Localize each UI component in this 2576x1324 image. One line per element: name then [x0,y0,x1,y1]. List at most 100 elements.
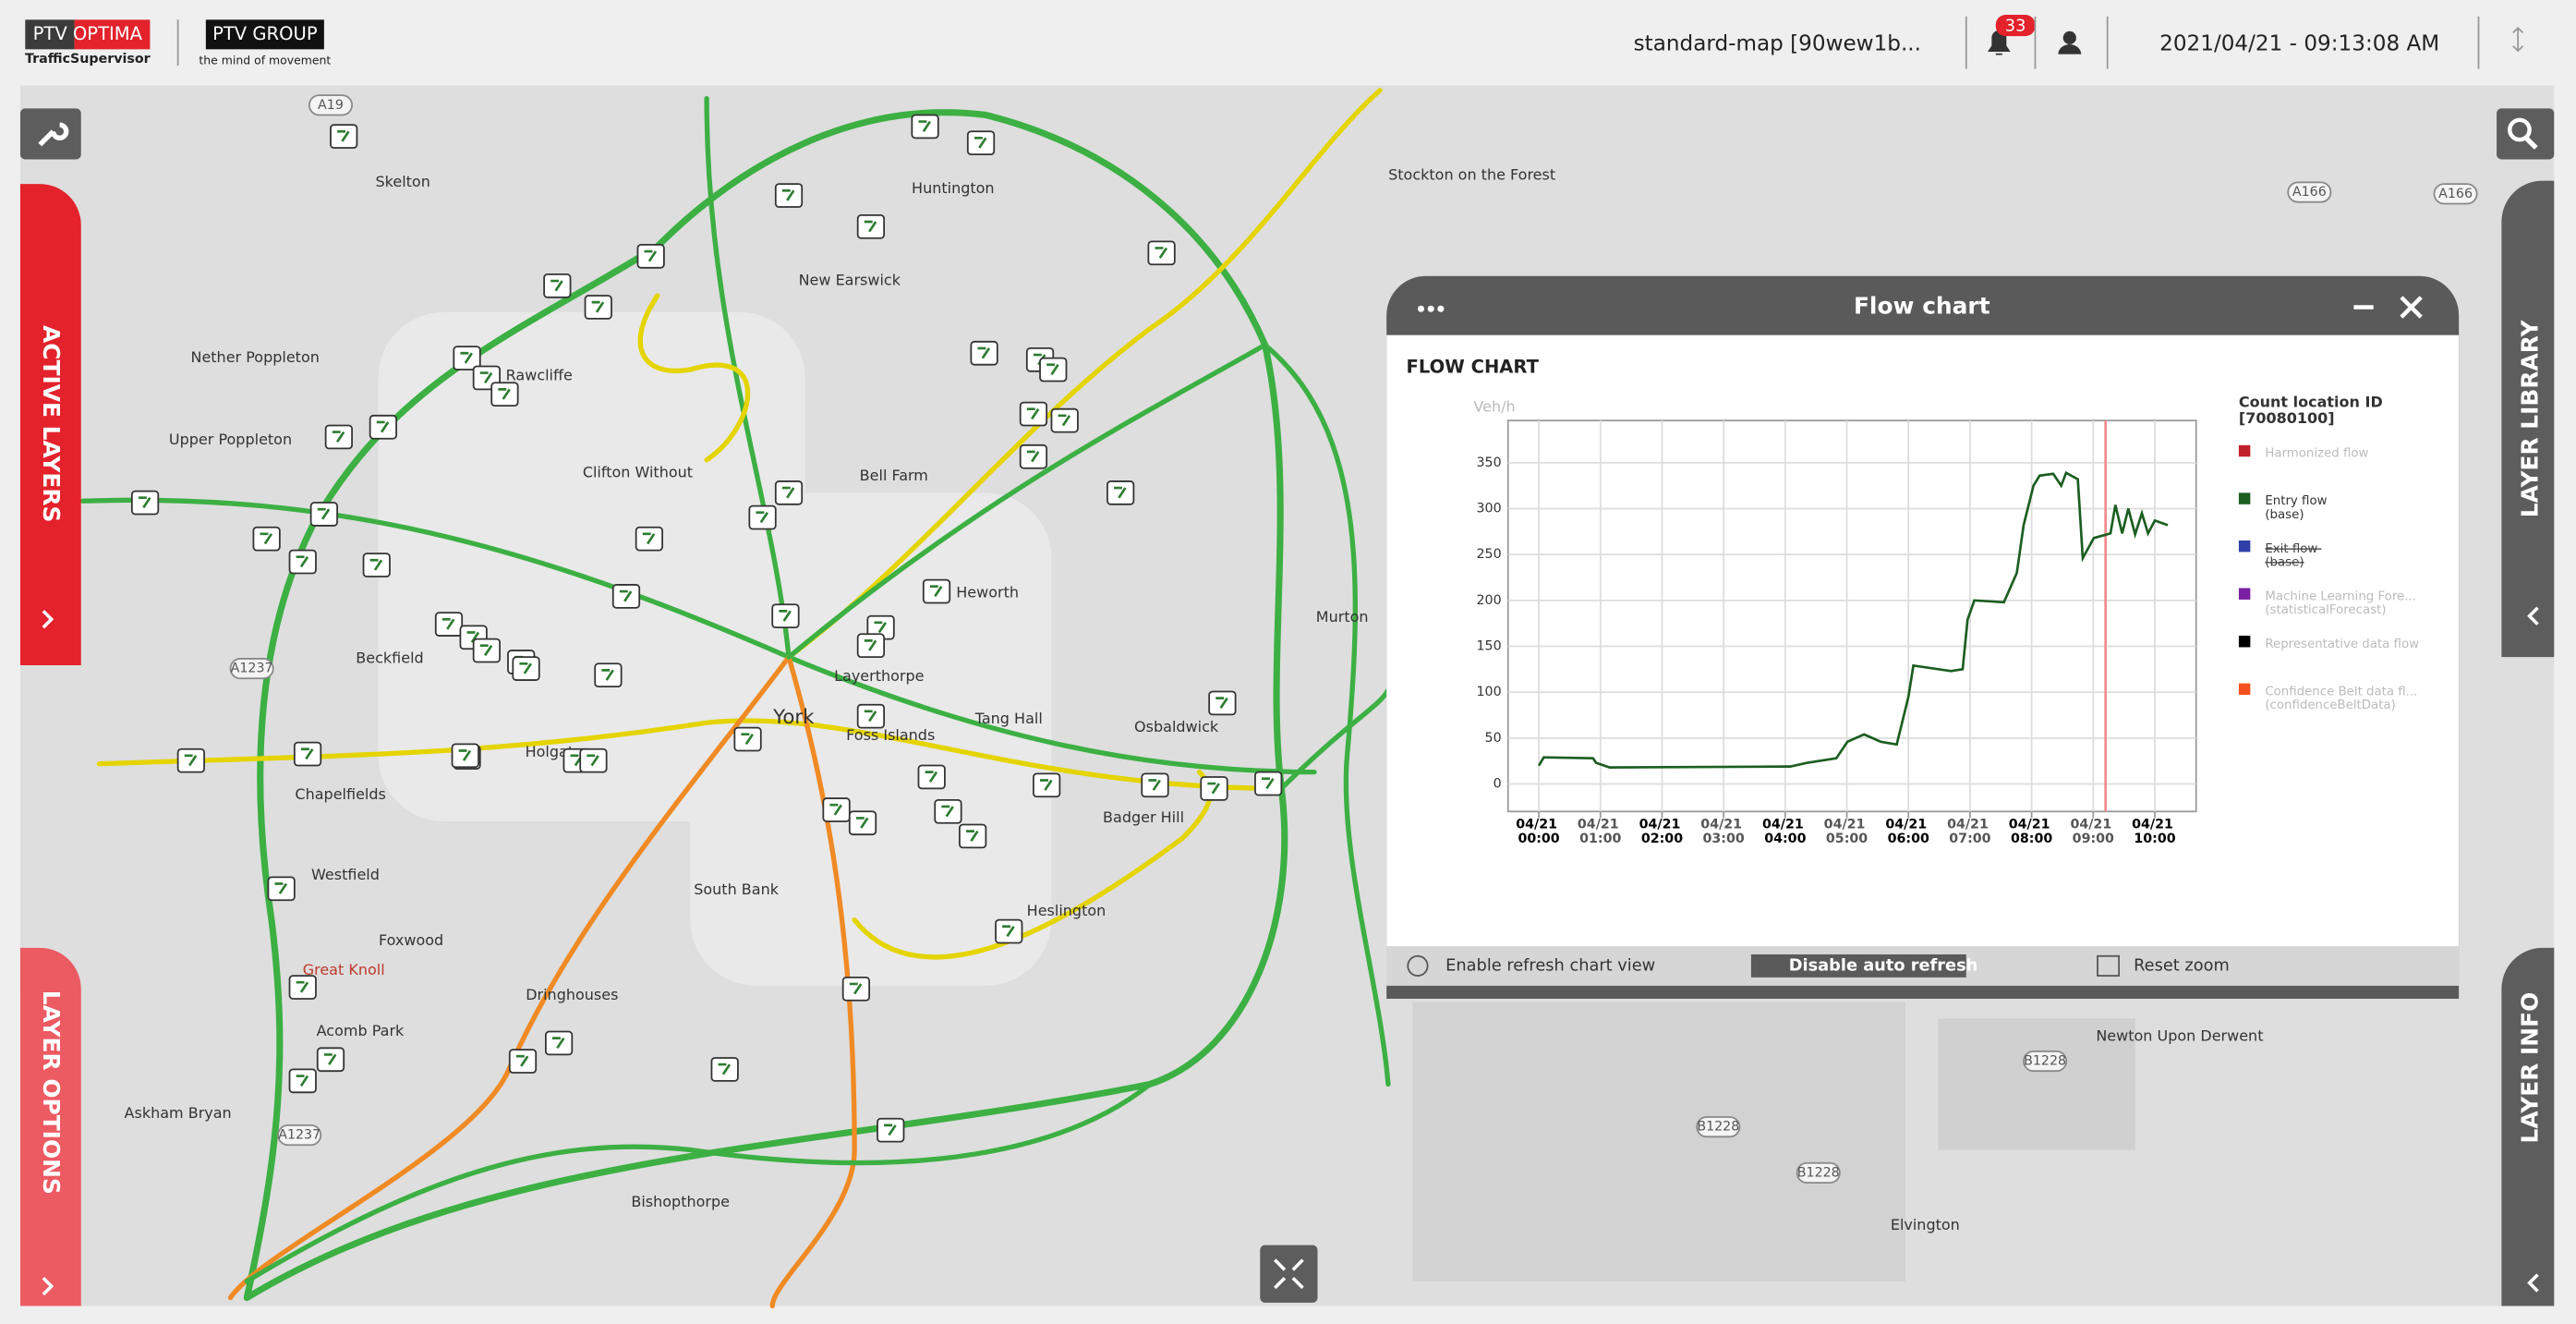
user-icon[interactable] [2062,30,2076,45]
refresh-icon [1407,954,1429,977]
detector [748,504,777,530]
menu-dot[interactable] [1417,305,1425,312]
tab-arrow [42,1276,54,1296]
detector [543,273,572,298]
detector [774,183,804,208]
place-label: Tang Hall [974,710,1043,727]
detector-glyph [1215,697,1228,710]
detector [309,502,338,527]
place-label: Newton Upon Derwent [2096,1026,2263,1044]
y-tick-label: 350 [1476,456,1501,470]
legend-label[interactable]: Representative data flow [2265,638,2419,651]
detector [1019,443,1048,469]
x-tick-label: 04/21 03:00 [1700,818,1747,847]
detector-glyph [855,817,869,829]
detector-glyph [260,532,273,545]
detector-glyph [323,1053,337,1065]
detector [451,743,479,769]
datetime: 2021/04/21 - 09:13:08 AM [2159,32,2439,56]
logo-left [25,19,75,50]
detector [922,578,951,604]
legend-label[interactable]: Confidence Belt data fl... (confidenceBe… [2265,686,2421,713]
detector [822,797,851,822]
fullscreen-icon [1274,1258,1304,1290]
detector-glyph [929,585,943,598]
plot-area [1506,419,2197,813]
detector [512,656,540,681]
detector-glyph [718,1063,732,1075]
detector-glyph [369,558,383,571]
road-shield [277,1124,322,1147]
button-enable-refresh[interactable]: Enable refresh chart view [1445,956,1655,975]
detector [176,747,205,773]
legend-swatch [2238,444,2251,457]
map-name[interactable]: standard-map [90wew1b... [1634,32,1921,56]
detector-glyph [1046,363,1059,376]
place-label: Dringhouses [526,986,618,1003]
detector [324,424,353,450]
detector [1019,401,1048,427]
detector [710,1057,739,1082]
place-label: Heworth [956,583,1019,601]
road-label: A19 [318,98,344,113]
detector [252,526,281,552]
tab-label: LAYER LIBRARY [2516,319,2543,517]
place-label: Askham Bryan [125,1104,232,1122]
detector-glyph [756,511,769,524]
detector [856,633,886,659]
button-disable-refresh[interactable]: Disable auto refresh [1789,956,1978,975]
button-reset-zoom[interactable]: Reset zoom [2134,956,2230,975]
detector-glyph [460,351,473,364]
y-tick-label: 300 [1476,502,1501,516]
place-label: Bell Farm [860,467,928,484]
layer-info-tab[interactable] [2501,947,2555,1306]
detector-glyph [864,639,877,651]
detector-glyph [779,610,792,622]
road-label: A1237 [231,662,273,676]
fullscreen-button[interactable] [1260,1245,1318,1303]
sort-icon[interactable] [2512,26,2524,53]
road-shield [1796,1161,1841,1184]
detector-glyph [642,532,656,545]
place-label: Murton [1316,608,1369,626]
bell-icon[interactable] [1988,30,2011,55]
legend-label[interactable]: Exit flow (base) [2265,542,2321,570]
detector [995,918,1023,944]
place-label: Elvington [1891,1216,1960,1233]
detector-glyph [925,771,938,783]
y-tick-label: 250 [1476,547,1501,562]
tab-label: LAYER OPTIONS [38,990,65,1195]
detector-glyph [966,830,979,843]
legend-label[interactable]: Harmonized flow [2265,447,2368,461]
active-layers-tab[interactable] [19,184,81,666]
tab-arrow [2527,1273,2539,1293]
detector-glyph [587,754,599,767]
layer-options-tab[interactable] [19,947,81,1306]
detector-glyph [977,346,991,359]
place-label: Huntington [912,179,995,197]
detector-glyph [974,137,987,149]
legend-label[interactable]: Entry flow (base) [2265,494,2330,522]
detector-glyph [1114,486,1127,499]
detector-glyph [849,982,863,995]
place-label: Clifton Without [583,464,693,481]
legend-title: Count location ID [70080100] [2239,393,2388,427]
place-label: Stockton on the Forest [1388,166,1555,184]
search-button[interactable] [2497,108,2555,160]
detector [288,1068,317,1094]
slogan: the mind of movement [199,53,331,67]
tab-label: LAYER INFO [2516,992,2543,1144]
map-labels: Skelton Nether Poppleton Upper Poppleton Ra… [125,94,2478,1233]
detector [316,1047,345,1073]
detector [771,603,800,629]
place-label: Foss Islands [846,726,935,744]
legend-label[interactable]: Machine Learning Fore... (statisticalFor… [2265,589,2420,617]
layer-library-tab[interactable] [2501,180,2555,658]
detectors [130,114,1283,1143]
detector [733,726,762,752]
place-label: Rawcliffe [506,367,573,384]
close-button[interactable] [2400,296,2423,319]
detector-glyph [296,1075,309,1087]
x-tick-label: 04/21 04:00 [1762,818,1808,847]
